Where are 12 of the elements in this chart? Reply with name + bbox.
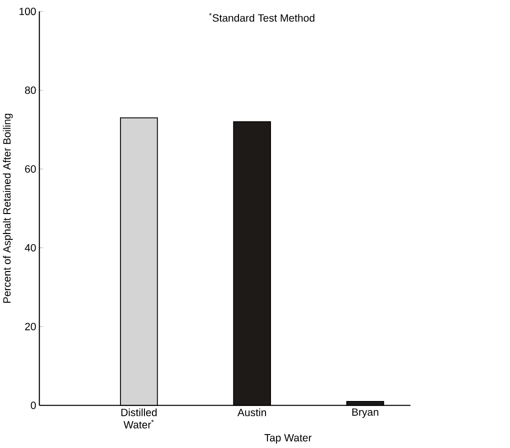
x-tick-label: Bryan <box>352 408 378 418</box>
y-tick-label: 40 <box>24 244 36 252</box>
y-tick-label: 80 <box>25 86 36 94</box>
y-axis-title: Percent of Asphalt Retained After Boiling <box>2 114 13 303</box>
y-tick-label: 100 <box>20 7 36 15</box>
text: Tap Water <box>264 434 312 444</box>
y-tick-label: 0 <box>30 401 36 409</box>
y-tick-label: 60 <box>25 165 36 172</box>
x-tick-label: Distilled Water$^{*}$ <box>121 408 157 428</box>
annotation: $^{*}$Standard Test Method <box>209 12 314 22</box>
x-tick-label: Austin <box>237 408 266 416</box>
y-tick-label: 20 <box>25 322 36 330</box>
